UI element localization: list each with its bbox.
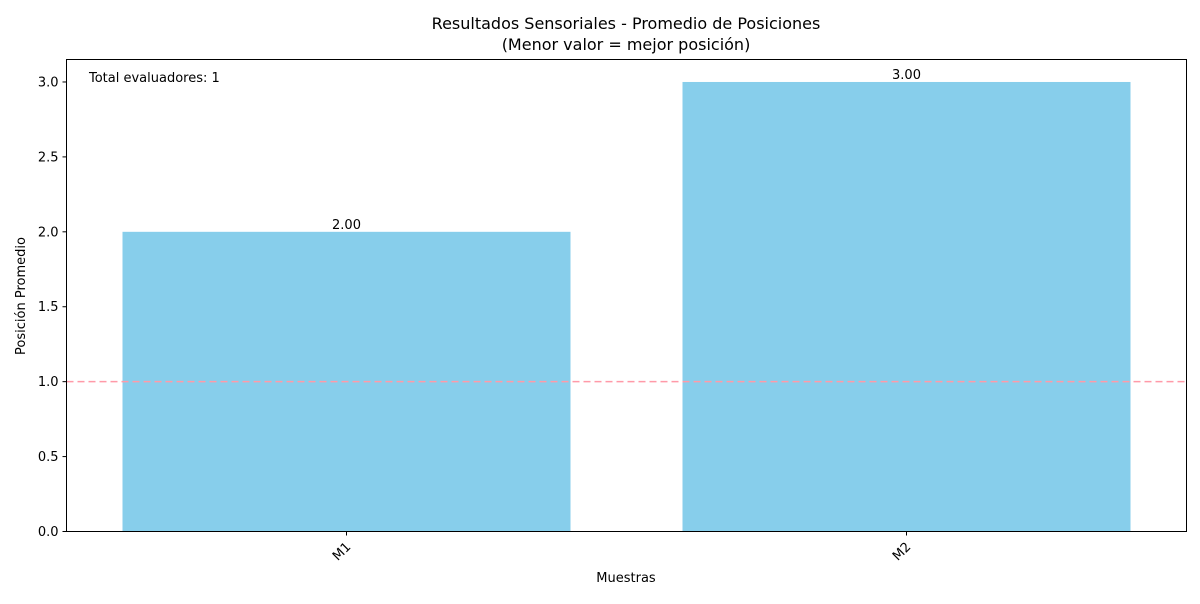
x-tick-label-m1: M1 [330,540,354,564]
chart-title: Resultados Sensoriales - Promedio de Pos… [432,14,821,33]
plot-frame [66,59,1187,532]
x-axis-label: Muestras [596,571,656,586]
x-tick-label-m2: M2 [890,540,914,564]
x-axis: M1 M2 [330,531,914,564]
y-axis-label: Posición Promedio [14,237,29,355]
bar-m2 [682,81,1131,532]
evaluators-annotation: Total evaluadores: 1 [88,71,220,86]
y-tick-label: 1.0 [38,375,59,390]
y-tick-label: 2.5 [38,150,59,165]
y-axis: 0.0 0.5 1.0 1.5 2.0 2.5 3.0 [38,75,67,540]
y-tick-label: 1.5 [38,300,59,315]
y-tick-label: 2.0 [38,225,59,240]
value-label-m2: 3.00 [892,68,921,83]
y-tick-label: 3.0 [38,75,59,90]
value-label-m1: 2.00 [332,218,361,233]
y-tick-label: 0.0 [38,525,59,540]
value-labels-layer: 2.00 3.00 [332,68,921,233]
chart-subtitle: (Menor valor = mejor posición) [502,35,751,54]
y-tick-label: 0.5 [38,450,59,465]
bars-layer [122,81,1131,532]
